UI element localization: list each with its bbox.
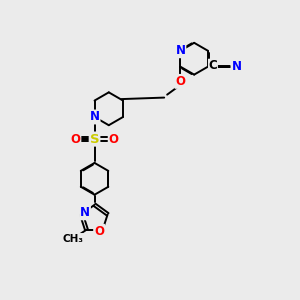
Text: O: O <box>176 75 185 88</box>
Text: C: C <box>208 59 217 72</box>
Text: O: O <box>109 133 119 146</box>
Text: S: S <box>90 133 99 146</box>
Text: N: N <box>176 44 185 57</box>
Text: CH₃: CH₃ <box>63 234 84 244</box>
Text: O: O <box>94 225 104 238</box>
Text: O: O <box>70 133 80 146</box>
Text: N: N <box>89 110 100 124</box>
Text: N: N <box>80 206 90 219</box>
Text: N: N <box>232 60 242 73</box>
